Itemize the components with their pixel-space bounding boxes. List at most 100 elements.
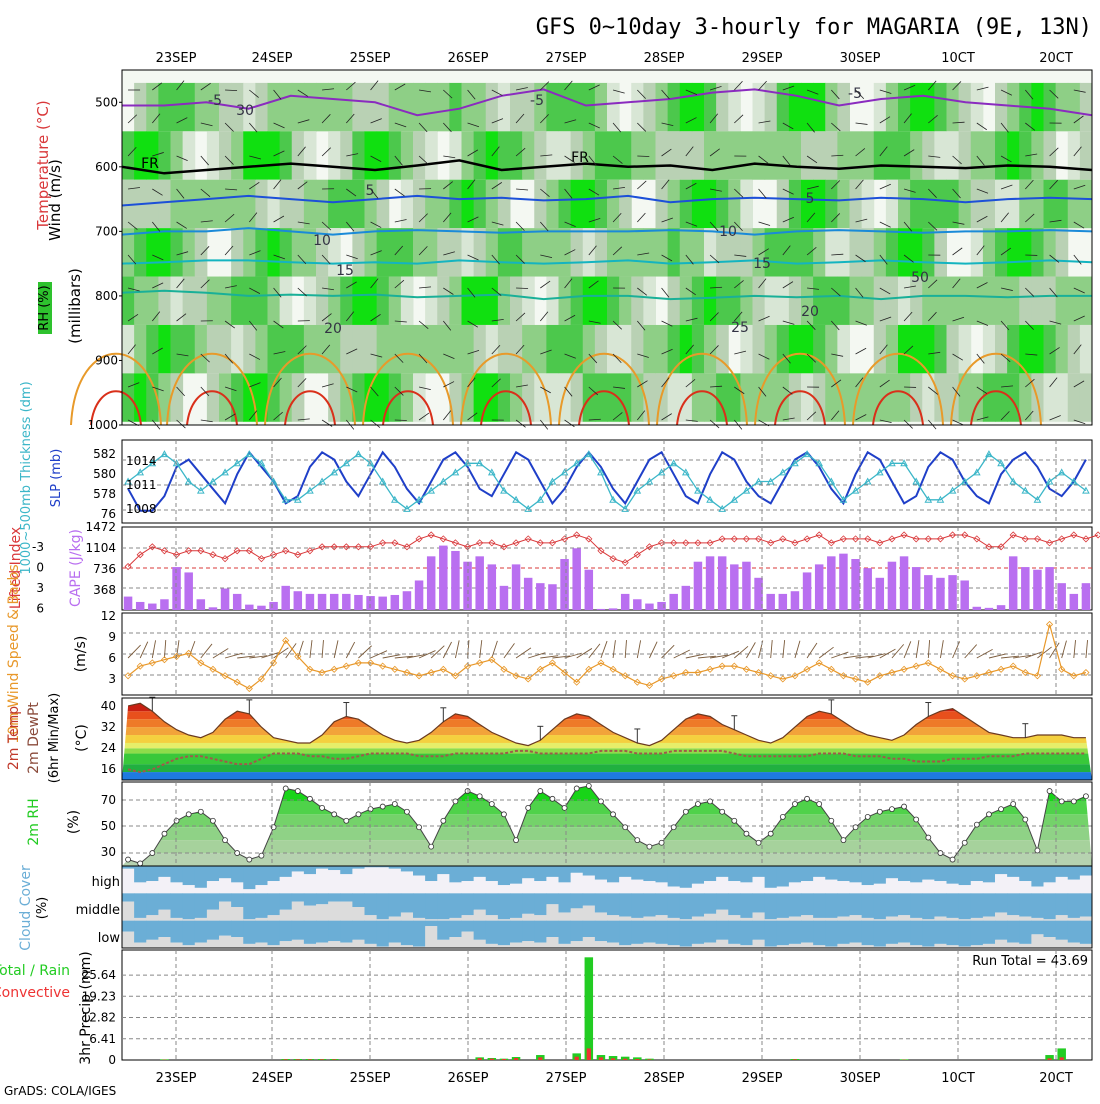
cloud-clear-high: [1056, 877, 1069, 893]
cloud-bar-high: [959, 866, 972, 885]
cloud-clear-high: [304, 874, 317, 893]
rh-cell: [413, 228, 426, 276]
cloud-clear-high: [716, 877, 729, 893]
cloud-bar-low: [486, 921, 499, 944]
cloud-bar-middle: [559, 893, 572, 912]
rh-cell: [280, 180, 293, 228]
rh-cell: [437, 325, 450, 373]
cape-bar: [318, 594, 326, 610]
cloud-bar-middle: [595, 893, 608, 912]
cloud-bar-high: [595, 866, 608, 880]
cape-bar: [306, 594, 314, 610]
rh-cell: [898, 228, 911, 276]
rh-cell: [619, 277, 632, 325]
rh-cell: [122, 325, 135, 373]
rh-cell: [668, 83, 681, 131]
cloud-clear-low: [231, 937, 244, 948]
cloud-bar-low: [171, 921, 184, 943]
precip-convective-bar: [647, 1059, 651, 1060]
cloud-bar-middle: [1068, 893, 1081, 918]
rh-cell: [934, 373, 947, 421]
cloud-bar-low: [437, 921, 450, 940]
date-label-top: 10CT: [941, 51, 975, 66]
rh-cell: [377, 180, 390, 228]
cloud-bar-middle: [631, 893, 644, 918]
rh-cell: [947, 325, 960, 373]
cape-bar: [851, 559, 859, 610]
cloud-bar-high: [813, 866, 826, 877]
cloud-clear-middle: [825, 918, 838, 921]
rh-cell: [219, 180, 232, 228]
cape-bar: [924, 575, 932, 610]
precip-convective-bar: [575, 1057, 579, 1060]
rh-cell: [243, 325, 256, 373]
cloud-bar-high: [886, 866, 899, 878]
cloud-bar-low: [243, 921, 256, 944]
cloud-bar-low: [934, 921, 947, 944]
cloud-bar-middle: [959, 893, 972, 919]
cloud-bar-high: [437, 866, 450, 874]
cloud-bar-middle: [510, 893, 523, 918]
cape-bar: [548, 584, 556, 610]
cloud-clear-high: [910, 882, 923, 893]
cloud-clear-middle: [268, 915, 281, 920]
rh-cell: [158, 83, 171, 131]
cloud-clear-middle: [789, 917, 802, 921]
cloud-clear-high: [801, 881, 814, 893]
cloud-bar-high: [874, 866, 887, 884]
rh-cell: [692, 180, 705, 228]
rh-cell: [207, 373, 220, 421]
rh-cell: [716, 131, 729, 179]
rh2m-point: [162, 831, 167, 836]
cloud-bar-middle: [1080, 893, 1093, 916]
rh-cell: [340, 325, 353, 373]
cloud-clear-high: [340, 874, 353, 893]
cloud-bar-high: [207, 866, 220, 881]
cloud-bar-high: [753, 866, 766, 877]
cloud-clear-high: [146, 881, 159, 893]
rh-cell: [255, 180, 268, 228]
cloud-clear-middle: [219, 902, 232, 921]
cloud-clear-middle: [1068, 918, 1081, 921]
cloud-bar-high: [255, 866, 268, 885]
cloud-clear-middle: [183, 919, 196, 920]
cloud-clear-middle: [352, 907, 365, 921]
cloud-bar-middle: [753, 893, 766, 912]
rh-cell: [498, 277, 511, 325]
cape-bar: [451, 551, 459, 610]
rh-cell: [171, 228, 184, 276]
cape-bar: [512, 564, 520, 610]
cloud-clear-high: [219, 878, 232, 893]
cloud-clear-middle: [377, 919, 390, 920]
rh2m-point: [150, 851, 155, 856]
cloud-clear-low: [437, 940, 450, 948]
cloud-bar-high: [680, 866, 693, 888]
cloud-clear-high: [437, 874, 450, 893]
cape-bar: [669, 594, 677, 610]
footer-credit: GrADS: COLA/IGES: [4, 1084, 116, 1098]
cloud-bar-high: [1056, 866, 1069, 877]
contour-label: 25: [731, 320, 749, 336]
cloud-clear-low: [171, 943, 184, 948]
cloud-clear-middle: [643, 917, 656, 921]
pressure-tick: 500: [95, 95, 118, 109]
thickness-tick: 580: [93, 467, 116, 481]
rh-cell: [813, 131, 826, 179]
rh-cell: [825, 228, 838, 276]
cloud-bar-low: [643, 921, 656, 943]
cloud-bar-middle: [522, 893, 535, 914]
cloud-bar-middle: [728, 893, 741, 915]
rh-cell: [449, 131, 462, 179]
cloud-bar-high: [971, 866, 984, 881]
rh-cell: [886, 83, 899, 131]
slp-tick: 1008: [126, 502, 157, 516]
cloud-clear-low: [522, 941, 535, 948]
rh-cell: [425, 228, 438, 276]
rh2m-point: [477, 794, 482, 799]
rh-cell: [862, 228, 875, 276]
temp-tick: 24: [101, 741, 116, 755]
rh2m-point: [647, 844, 652, 849]
rh-cell: [777, 180, 790, 228]
rh2m-point: [720, 809, 725, 814]
rh2m-point: [247, 857, 252, 862]
